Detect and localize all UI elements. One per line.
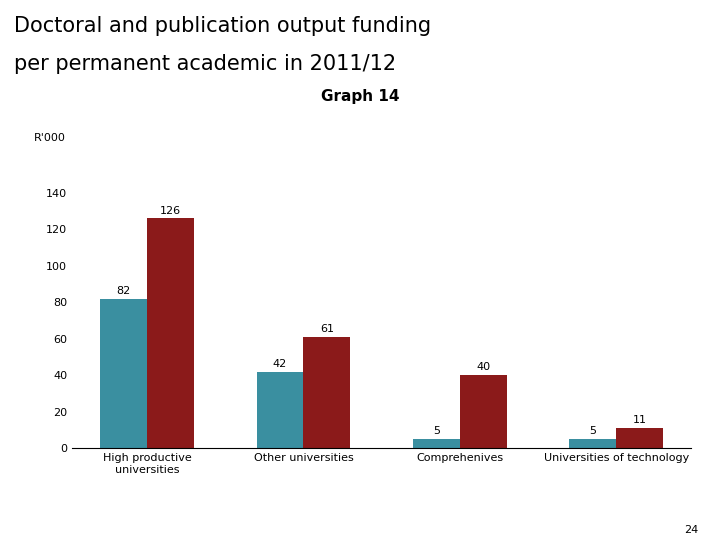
Text: 126: 126 [160,206,181,215]
Bar [147,218,194,448]
Bar [303,337,351,448]
Text: 42: 42 [273,359,287,369]
Bar [413,439,460,448]
Bar [100,299,147,448]
Text: Doctoral and publication output funding: Doctoral and publication output funding [14,16,431,36]
Text: 5: 5 [433,427,440,436]
Text: Graph 14: Graph 14 [320,89,400,104]
Legend: Doctorates, Publications: Doctorates, Publications [177,536,400,540]
Text: R'000: R'000 [34,133,66,143]
Text: 5: 5 [589,427,596,436]
Bar [616,428,663,448]
Text: 11: 11 [633,415,647,426]
Text: per permanent academic in 2011/12: per permanent academic in 2011/12 [14,54,397,74]
Bar [460,375,507,448]
Bar [570,439,616,448]
Text: 61: 61 [320,324,334,334]
Text: 82: 82 [117,286,131,296]
Text: 40: 40 [476,362,490,373]
Text: 24: 24 [684,524,698,535]
Bar [256,372,303,448]
